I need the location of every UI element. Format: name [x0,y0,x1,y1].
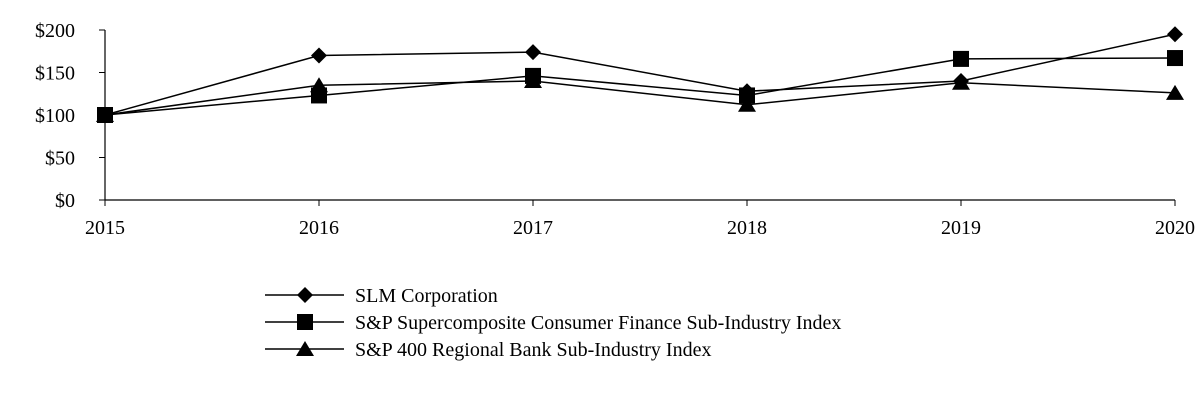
data-point-diamond [525,44,541,61]
data-point-square [953,50,969,67]
x-tick-label: 2020 [1155,217,1195,239]
legend-item: SLM Corporation [265,285,498,307]
x-tick-label: 2017 [513,217,553,239]
data-point-triangle [96,107,114,122]
data-point-triangle [524,73,542,88]
data-point-triangle [1166,84,1184,100]
legend-item: S&P 400 Regional Bank Sub-Industry Index [265,339,711,361]
y-tick-label: $50 [45,148,75,170]
chart-axes: $0 $50 $100 $150 $200 2015 2016 2017 2018 2019 202… [35,20,1195,239]
x-tick-label: 2018 [727,217,767,239]
data-point-square [739,87,755,104]
series-line-1 [104,33,1176,116]
legend-marker-square [297,314,313,330]
legend-item: S&P Supercomposite Consumer Finance Sub-… [265,312,841,334]
series-markers [96,26,1184,123]
data-point-diamond [311,47,327,64]
x-tick-label: 2015 [85,217,125,239]
series-lines [104,33,1176,116]
y-tick-label: $200 [35,20,75,42]
legend-marker-triangle [296,341,314,356]
data-point-triangle [310,77,328,93]
data-point-triangle [738,96,756,112]
y-tick-label: $100 [35,105,75,127]
x-tick-label: 2016 [299,217,339,239]
data-point-diamond [1167,26,1183,43]
y-tick-label: $150 [35,63,75,85]
chart-legend: SLM Corporation S&P Supercomposite Consum… [265,285,841,361]
legend-label: SLM Corporation [355,285,498,307]
series-line-2 [104,57,1176,116]
legend-label: S&P Supercomposite Consumer Finance Sub-… [355,312,841,334]
y-tick-label: $0 [55,190,75,212]
legend-marker-diamond [297,287,313,303]
legend-label: S&P 400 Regional Bank Sub-Industry Index [355,339,711,361]
data-point-triangle [952,74,970,90]
x-tick-label: 2019 [941,217,981,239]
series-line-3 [104,80,1176,116]
data-point-square [1167,50,1183,67]
